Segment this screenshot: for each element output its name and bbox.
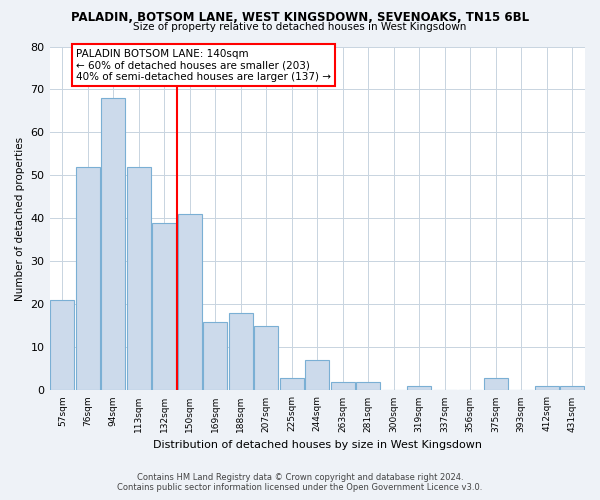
Y-axis label: Number of detached properties: Number of detached properties <box>15 136 25 300</box>
Bar <box>331 382 355 390</box>
Bar <box>101 98 125 390</box>
Bar <box>280 378 304 390</box>
Bar <box>305 360 329 390</box>
X-axis label: Distribution of detached houses by size in West Kingsdown: Distribution of detached houses by size … <box>153 440 482 450</box>
Bar <box>484 378 508 390</box>
Bar <box>560 386 584 390</box>
Text: Size of property relative to detached houses in West Kingsdown: Size of property relative to detached ho… <box>133 22 467 32</box>
Bar <box>229 313 253 390</box>
Text: Contains HM Land Registry data © Crown copyright and database right 2024.
Contai: Contains HM Land Registry data © Crown c… <box>118 473 482 492</box>
Text: PALADIN BOTSOM LANE: 140sqm
← 60% of detached houses are smaller (203)
40% of se: PALADIN BOTSOM LANE: 140sqm ← 60% of det… <box>76 48 331 82</box>
Bar <box>535 386 559 390</box>
Text: PALADIN, BOTSOM LANE, WEST KINGSDOWN, SEVENOAKS, TN15 6BL: PALADIN, BOTSOM LANE, WEST KINGSDOWN, SE… <box>71 11 529 24</box>
Bar <box>50 300 74 390</box>
Bar <box>407 386 431 390</box>
Bar <box>203 322 227 390</box>
Bar <box>254 326 278 390</box>
Bar <box>127 167 151 390</box>
Bar <box>76 167 100 390</box>
Bar <box>356 382 380 390</box>
Bar <box>178 214 202 390</box>
Bar <box>152 223 176 390</box>
